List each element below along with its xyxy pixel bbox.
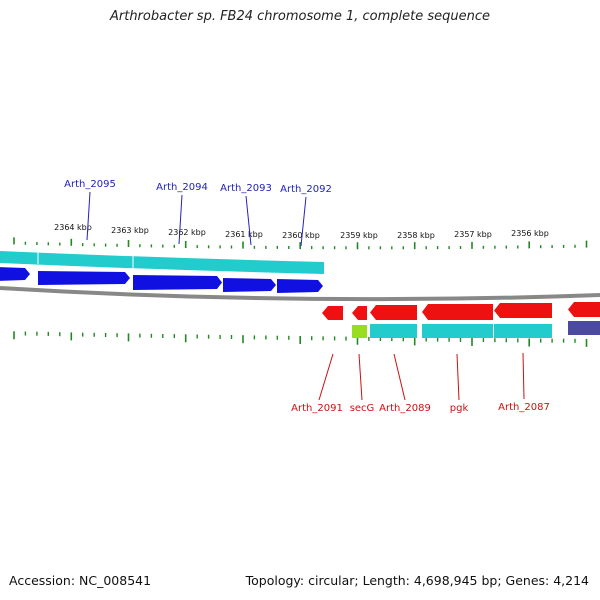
cds-band (422, 324, 493, 338)
chromosome-backbone (0, 286, 600, 302)
kbp-label: 2358 kbp (397, 231, 435, 240)
kbp-scale-labels: 2364 kbp 2363 kbp 2362 kbp 2361 kbp 2360 kbp… (54, 223, 549, 240)
forward-gene-arrow (0, 267, 30, 281)
kbp-label: 2359 kbp (340, 231, 378, 240)
cds-band-forward (0, 251, 324, 274)
reverse-gene-arrow (370, 305, 417, 320)
gene-labels: Arth_2095 Arth_2094 Arth_2093 Arth_2092 Arth… (64, 179, 550, 414)
forward-gene-arrow (223, 278, 276, 292)
gene-label-reverse: Arth_2087 (498, 402, 550, 413)
gene-connector (318, 353, 334, 401)
gene-label-forward: Arth_2095 (64, 179, 116, 190)
gene-connector (245, 195, 252, 246)
gene-label-reverse: secG (350, 403, 375, 414)
gene-label-forward: Arth_2092 (280, 184, 332, 195)
gene-connector (456, 353, 460, 401)
reverse-gene-arrow (322, 306, 343, 320)
kbp-label: 2360 kbp (282, 231, 320, 240)
cds-band (370, 324, 417, 338)
reverse-gene-arrow (352, 306, 367, 320)
gene-label-reverse: Arth_2091 (291, 403, 343, 414)
gene-label-reverse: Arth_2089 (379, 403, 431, 414)
kbp-label: 2356 kbp (511, 229, 549, 238)
gene-connector (393, 353, 406, 401)
reverse-gene-arrow (568, 302, 600, 317)
gene-label-forward: Arth_2094 (156, 182, 208, 193)
gene-connector (86, 191, 91, 241)
forward-gene-arrow (38, 271, 130, 285)
map-title: Arthrobacter sp. FB24 chromosome 1, comp… (109, 9, 491, 24)
kbp-label: 2363 kbp (111, 226, 149, 235)
reverse-gene-arrow (494, 303, 552, 318)
cds-bands-reverse (352, 321, 600, 338)
tick-marks-bottom (13, 331, 588, 347)
tick-marks-top (13, 237, 588, 250)
forward-gene-arrows (0, 267, 323, 293)
reverse-gene-arrows (322, 302, 600, 320)
forward-gene-arrow (133, 275, 222, 290)
kbp-label: 2362 kbp (168, 228, 206, 237)
gene-connector (178, 194, 183, 245)
gene-label-forward: Arth_2093 (220, 183, 272, 194)
gene-label-reverse: pgk (450, 403, 469, 414)
cds-band (494, 324, 552, 338)
secg-band (352, 325, 367, 338)
gene-connector (358, 353, 363, 401)
kbp-label: 2361 kbp (225, 230, 263, 239)
forward-gene-arrow (277, 279, 323, 293)
reverse-gene-arrow (422, 304, 493, 320)
gene-connector (300, 196, 307, 247)
kbp-label: 2364 kbp (54, 223, 92, 232)
accession-text: Accession: NC_008541 (9, 573, 152, 588)
other-band (568, 321, 600, 335)
gene-connector (522, 352, 525, 400)
kbp-label: 2357 kbp (454, 230, 492, 239)
topology-text: Topology: circular; Length: 4,698,945 bp… (245, 573, 589, 588)
